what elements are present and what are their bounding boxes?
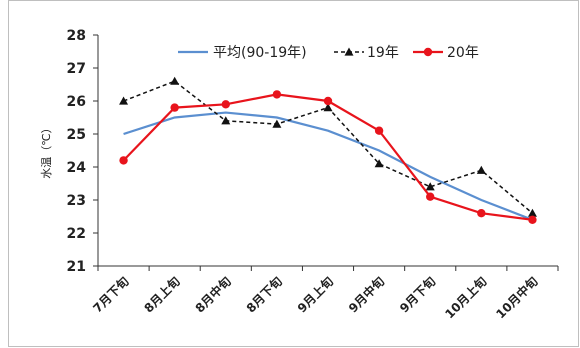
x-tick-label: 9月中旬 [345, 274, 387, 316]
series-2 [119, 76, 537, 217]
data-point [476, 165, 486, 174]
x-tick-label: 7月下旬 [90, 274, 132, 316]
y-tick-label: 28 [67, 28, 86, 44]
legend-item-1: 平均(90-19年) [178, 45, 307, 61]
data-point [221, 100, 230, 109]
series-line [122, 93, 533, 221]
x-tick-label: 8月中旬 [192, 274, 234, 316]
y-ticks: 21 22 23 24 25 26 27 28 [67, 28, 98, 275]
y-tick-label: 25 [67, 127, 86, 143]
series-group [119, 76, 537, 224]
legend: 平均(90-19年) 19年 20年 [178, 45, 479, 61]
data-point [425, 182, 435, 191]
chart-frame [8, 0, 579, 347]
data-point [221, 116, 231, 125]
data-point [426, 192, 435, 201]
data-point [323, 96, 333, 106]
x-tick-label: 10月上旬 [442, 274, 490, 322]
x-tick-label: 10月中旬 [493, 274, 541, 322]
x-tick-label: 8月上旬 [141, 274, 183, 316]
data-point [119, 96, 129, 105]
data-point [527, 208, 537, 217]
axes [97, 35, 558, 267]
data-point [272, 90, 282, 99]
y-tick-label: 24 [67, 160, 87, 176]
series-line [123, 111, 533, 221]
legend-label: 20年 [447, 45, 479, 61]
legend-marker [423, 47, 433, 57]
legend-marker [344, 47, 354, 56]
data-point [374, 159, 384, 168]
y-tick-label: 22 [67, 226, 86, 242]
x-tick-label: 9月下旬 [396, 274, 438, 316]
y-tick-label: 27 [67, 61, 86, 77]
x-ticks: 7月下旬 8月上旬 8月中旬 8月下旬 9月上旬 9月中旬 9月下旬 10月上旬 10月中旬 [90, 266, 559, 322]
data-point [119, 156, 128, 165]
data-point [477, 209, 486, 218]
y-tick-label: 21 [67, 259, 86, 275]
data-point [170, 76, 180, 85]
x-tick-label: 9月上旬 [294, 274, 336, 316]
data-point [374, 126, 384, 135]
legend-label: 平均(90-19年) [213, 45, 307, 61]
data-point [272, 119, 282, 128]
data-point [323, 103, 333, 112]
legend-item-3: 20年 [413, 45, 479, 61]
legend-label: 19年 [367, 45, 399, 61]
y-tick-label: 23 [67, 193, 86, 209]
data-point [528, 215, 537, 224]
data-point [170, 103, 179, 112]
y-tick-label: 26 [67, 94, 86, 110]
y-axis-label: 水温（℃） [40, 122, 53, 178]
series-3 [119, 90, 537, 224]
series-1 [123, 111, 533, 221]
legend-item-2: 19年 [334, 45, 399, 61]
x-tick-label: 8月下旬 [243, 274, 285, 316]
